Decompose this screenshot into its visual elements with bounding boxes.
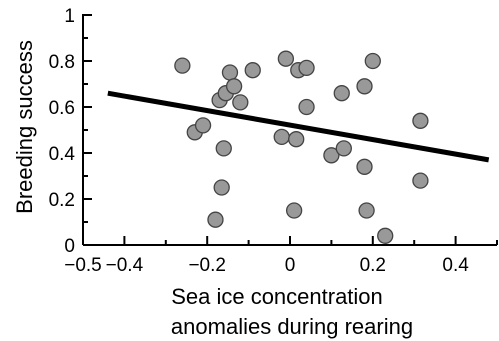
x-axis-label-line-2: anomalies during rearing bbox=[171, 314, 413, 339]
y-tick-label: 0.6 bbox=[49, 98, 75, 119]
x-tick-label: −0.2 bbox=[188, 255, 226, 276]
y-tick-label: 1 bbox=[64, 6, 75, 27]
data-point bbox=[207, 211, 224, 228]
data-point bbox=[273, 128, 290, 146]
trend-line-layer bbox=[107, 90, 490, 163]
data-point bbox=[232, 94, 249, 111]
data-point bbox=[358, 202, 375, 219]
data-point bbox=[288, 131, 305, 148]
data-point bbox=[244, 62, 261, 79]
y-tick-label: 0.2 bbox=[49, 190, 75, 211]
data-point bbox=[298, 59, 315, 77]
y-axis-label: Breeding success bbox=[12, 40, 37, 214]
axis-ticks: 0 0.2 0.4 0.6 0.8 1 −0.5 −0.4 −0.2 0 0.2 0.4 bbox=[49, 6, 498, 276]
data-point bbox=[356, 78, 373, 95]
data-point bbox=[225, 78, 243, 95]
data-point bbox=[213, 179, 230, 196]
data-point bbox=[335, 140, 352, 157]
y-tick-label: 0 bbox=[64, 236, 75, 257]
data-point bbox=[412, 172, 429, 189]
data-point bbox=[215, 140, 232, 157]
data-point bbox=[298, 98, 315, 116]
data-point bbox=[412, 112, 429, 129]
x-tick-label: −0.4 bbox=[106, 255, 144, 276]
data-point bbox=[221, 64, 239, 81]
data-point bbox=[174, 57, 191, 74]
data-point bbox=[285, 202, 303, 219]
x-tick-label: 0.4 bbox=[442, 255, 469, 276]
data-point bbox=[364, 52, 381, 70]
x-axis-label-line-1: Sea ice concentration bbox=[171, 284, 383, 309]
data-point bbox=[277, 50, 295, 67]
x-tick-label: 0 bbox=[285, 255, 296, 276]
data-point bbox=[377, 227, 394, 244]
x-tick-label: 0.2 bbox=[360, 255, 386, 276]
data-point bbox=[333, 85, 350, 102]
data-point bbox=[323, 147, 340, 164]
data-point bbox=[194, 117, 212, 134]
trend-line bbox=[107, 90, 490, 163]
y-tick-label: 0.4 bbox=[49, 144, 76, 165]
data-point bbox=[356, 158, 373, 175]
data-points bbox=[174, 50, 429, 244]
x-tick-label: −0.5 bbox=[64, 255, 102, 276]
axis-labels: Sea ice concentration anomalies during r… bbox=[12, 40, 413, 339]
y-tick-label: 0.8 bbox=[49, 52, 75, 73]
